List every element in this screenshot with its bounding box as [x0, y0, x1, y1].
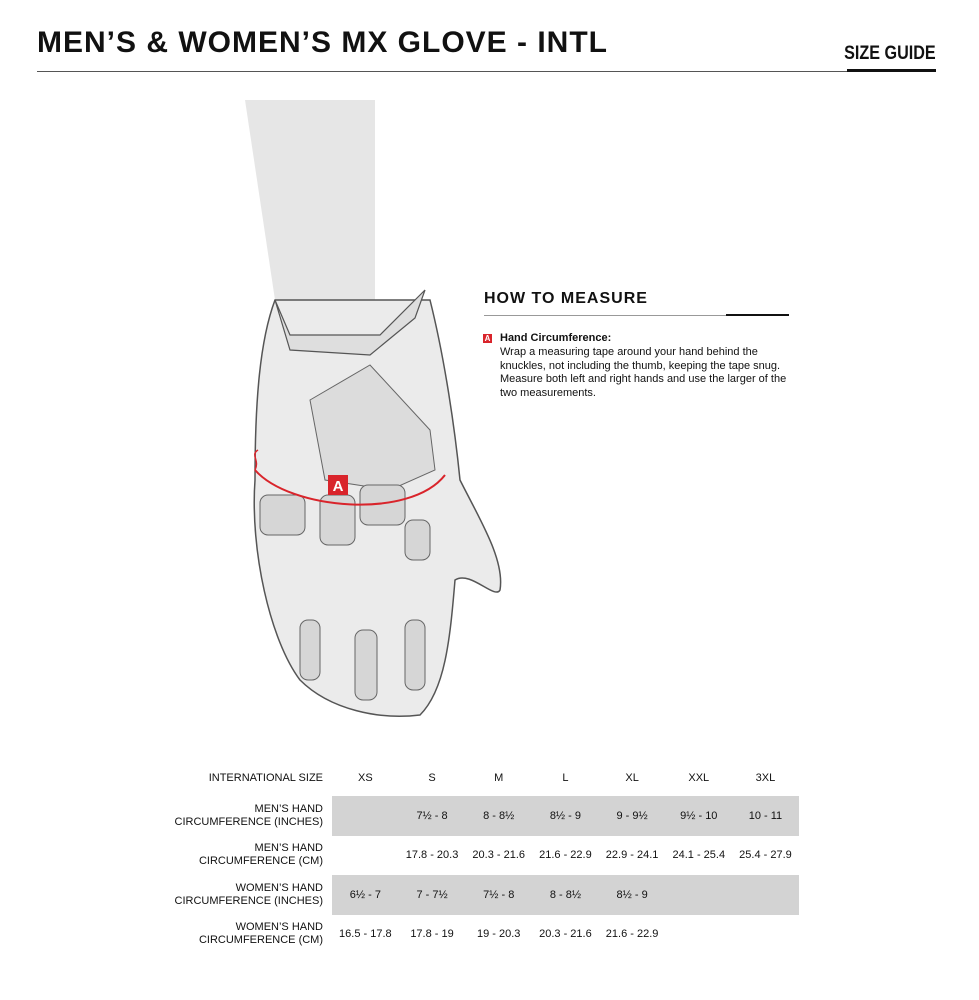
- row-label-line1: WOMEN’S HAND: [235, 921, 323, 934]
- row-label: MEN’S HAND CIRCUMFERENCE (INCHES): [170, 796, 332, 836]
- size-header: XL: [625, 772, 639, 784]
- row-label-line1: MEN’S HAND: [254, 842, 323, 855]
- marker-a: A: [333, 478, 344, 495]
- size-table: INTERNATIONAL SIZE XS S M L XL XXL 3XL M…: [170, 760, 799, 954]
- divider: [37, 71, 936, 72]
- table-header-row: INTERNATIONAL SIZE XS S M L XL XXL 3XL: [170, 760, 799, 796]
- table-row: WOMEN’S HAND CIRCUMFERENCE (INCHES) 6½ - 7…: [170, 875, 799, 915]
- table-cell: [665, 875, 733, 915]
- glove-illustration: A: [245, 100, 502, 717]
- table-cell: 8½ - 9: [532, 796, 599, 836]
- table-cell: [332, 796, 399, 836]
- row-label-line2: CIRCUMFERENCE (CM): [198, 934, 323, 947]
- divider: [847, 69, 936, 72]
- divider: [726, 314, 789, 316]
- divider: [484, 315, 789, 316]
- row-label-line2: CIRCUMFERENCE (INCHES): [174, 894, 324, 907]
- header-label: INTERNATIONAL SIZE: [208, 771, 323, 784]
- table-cell: 7½ - 8: [398, 796, 466, 836]
- table-cell: 8 - 8½: [532, 875, 599, 915]
- page-title: MEN’S & WOMEN’S MX GLOVE - INTL: [37, 26, 608, 59]
- table-cell: 19 - 20.3: [477, 928, 521, 941]
- table-cell: 22.9 - 24.1: [605, 849, 659, 862]
- table-cell: 20.3 - 21.6: [472, 849, 526, 862]
- size-header: S: [428, 772, 436, 784]
- size-header: 3XL: [755, 772, 776, 784]
- table-cell: 17.8 - 19: [410, 928, 454, 941]
- table-cell: 21.6 - 22.9: [605, 928, 659, 941]
- table-cell: 20.3 - 21.6: [539, 928, 592, 941]
- table-cell: 25.4 - 27.9: [739, 849, 792, 862]
- how-to-measure-heading: HOW TO MEASURE: [484, 290, 648, 307]
- size-header: L: [562, 772, 569, 784]
- table-cell: 21.6 - 22.9: [539, 849, 592, 862]
- table-cell: [732, 875, 799, 915]
- table-cell: 16.5 - 17.8: [339, 928, 392, 941]
- row-label-line2: CIRCUMFERENCE (CM): [198, 855, 323, 868]
- table-cell: 6½ - 7: [332, 875, 399, 915]
- table-cell: [332, 836, 399, 876]
- row-label: MEN’S HAND CIRCUMFERENCE (CM): [170, 836, 332, 876]
- row-label-line1: MEN’S HAND: [254, 802, 323, 815]
- size-header: M: [494, 772, 504, 784]
- table-cell: 17.8 - 20.3: [405, 849, 459, 862]
- table-cell: 7½ - 8: [465, 875, 533, 915]
- row-label-line2: CIRCUMFERENCE (INCHES): [174, 815, 324, 828]
- table-cell: 9½ - 10: [665, 796, 733, 836]
- size-header: XS: [358, 772, 373, 784]
- table-cell: 9 - 9½: [598, 796, 666, 836]
- table-cell: 10 - 11: [732, 796, 799, 836]
- table-cell: 24.1 - 25.4: [672, 849, 726, 862]
- table-cell: 8 - 8½: [465, 796, 533, 836]
- size-guide-label: SIZE GUIDE: [844, 43, 936, 64]
- table-cell: [732, 915, 799, 955]
- size-header: XXL: [688, 772, 710, 784]
- table-cell: 8½ - 9: [598, 875, 666, 915]
- table-row: MEN’S HAND CIRCUMFERENCE (CM) 17.8 - 20.3 2…: [170, 836, 799, 876]
- item-description: Wrap a measuring tape around your hand b…: [500, 346, 787, 399]
- row-label: WOMEN’S HAND CIRCUMFERENCE (INCHES): [170, 875, 332, 915]
- row-label-line1: WOMEN’S HAND: [235, 881, 323, 894]
- table-row: WOMEN’S HAND CIRCUMFERENCE (CM) 16.5 - 17.…: [170, 915, 799, 955]
- table-cell: [665, 915, 732, 955]
- marker-badge: A: [483, 334, 492, 343]
- item-title: Hand Circumference:: [500, 332, 612, 344]
- row-label: WOMEN’S HAND CIRCUMFERENCE (CM): [170, 915, 332, 955]
- table-cell: 7 - 7½: [398, 875, 466, 915]
